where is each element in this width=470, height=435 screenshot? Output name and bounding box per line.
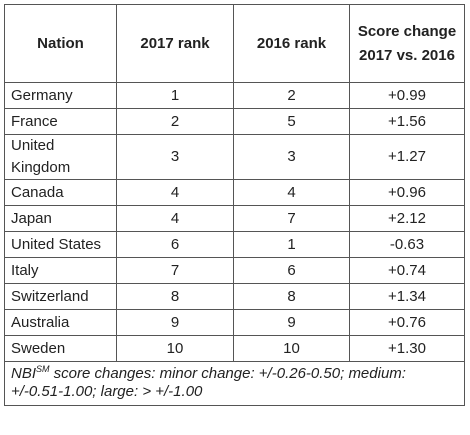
rank-2016-cell: 2 bbox=[233, 82, 350, 109]
footnote-superscript: SM bbox=[36, 364, 50, 374]
score-change-cell: +0.76 bbox=[349, 309, 465, 336]
rank-2016-cell: 7 bbox=[233, 205, 350, 232]
nation-cell: United Kingdom bbox=[4, 134, 117, 180]
header-score-change: Score change 2017 vs. 2016 bbox=[349, 4, 465, 83]
table-row: Canada 4 4 +0.96 bbox=[4, 179, 465, 206]
nation-cell: Australia bbox=[4, 309, 117, 336]
nation-cell: Switzerland bbox=[4, 283, 117, 310]
rank-2017-cell: 2 bbox=[116, 108, 234, 135]
footnote-row: NBISM score changes: minor change: +/-0.… bbox=[4, 361, 465, 406]
nation-cell: Sweden bbox=[4, 335, 117, 362]
rank-2017-cell: 4 bbox=[116, 179, 234, 206]
rankings-table-container: Nation 2017 rank 2016 rank Score change … bbox=[4, 4, 465, 406]
rank-2016-cell: 10 bbox=[233, 335, 350, 362]
rank-2017-cell: 10 bbox=[116, 335, 234, 362]
header-2016-rank: 2016 rank bbox=[233, 4, 350, 83]
nation-cell: Canada bbox=[4, 179, 117, 206]
table-row: United Kingdom 3 3 +1.27 bbox=[4, 134, 465, 180]
rankings-table: Nation 2017 rank 2016 rank Score change … bbox=[4, 4, 465, 406]
rank-2017-cell: 8 bbox=[116, 283, 234, 310]
nation-cell: Germany bbox=[4, 82, 117, 109]
table-row: United States 6 1 -0.63 bbox=[4, 231, 465, 258]
table-row: Switzerland 8 8 +1.34 bbox=[4, 283, 465, 310]
score-change-cell: +1.34 bbox=[349, 283, 465, 310]
score-change-cell: +1.56 bbox=[349, 108, 465, 135]
nation-cell: France bbox=[4, 108, 117, 135]
rank-2016-cell: 4 bbox=[233, 179, 350, 206]
table-row: France 2 5 +1.56 bbox=[4, 108, 465, 135]
score-change-cell: +0.74 bbox=[349, 257, 465, 284]
rank-2017-cell: 1 bbox=[116, 82, 234, 109]
footnote: NBISM score changes: minor change: +/-0.… bbox=[4, 361, 465, 406]
score-change-cell: +2.12 bbox=[349, 205, 465, 232]
header-2017-rank: 2017 rank bbox=[116, 4, 234, 83]
nation-cell: Japan bbox=[4, 205, 117, 232]
rank-2017-cell: 9 bbox=[116, 309, 234, 336]
rank-2017-cell: 7 bbox=[116, 257, 234, 284]
rank-2017-cell: 4 bbox=[116, 205, 234, 232]
nation-cell: Italy bbox=[4, 257, 117, 284]
score-change-cell: +0.96 bbox=[349, 179, 465, 206]
rank-2016-cell: 8 bbox=[233, 283, 350, 310]
table-row: Japan 4 7 +2.12 bbox=[4, 205, 465, 232]
table-row: Australia 9 9 +0.76 bbox=[4, 309, 465, 336]
rank-2016-cell: 9 bbox=[233, 309, 350, 336]
score-change-cell: +0.99 bbox=[349, 82, 465, 109]
rank-2016-cell: 5 bbox=[233, 108, 350, 135]
rank-2016-cell: 3 bbox=[233, 134, 350, 180]
table-row: Italy 7 6 +0.74 bbox=[4, 257, 465, 284]
header-nation: Nation bbox=[4, 4, 117, 83]
score-change-cell: +1.30 bbox=[349, 335, 465, 362]
score-change-cell: -0.63 bbox=[349, 231, 465, 258]
header-row: Nation 2017 rank 2016 rank Score change … bbox=[4, 4, 465, 83]
rank-2016-cell: 1 bbox=[233, 231, 350, 258]
table-row: Sweden 10 10 +1.30 bbox=[4, 335, 465, 362]
rank-2016-cell: 6 bbox=[233, 257, 350, 284]
rank-2017-cell: 6 bbox=[116, 231, 234, 258]
score-change-cell: +1.27 bbox=[349, 134, 465, 180]
footnote-prefix: NBI bbox=[11, 365, 37, 382]
rank-2017-cell: 3 bbox=[116, 134, 234, 180]
nation-cell: United States bbox=[4, 231, 117, 258]
table-row: Germany 1 2 +0.99 bbox=[4, 82, 465, 109]
footnote-text: score changes: minor change: +/-0.26-0.5… bbox=[11, 365, 406, 400]
